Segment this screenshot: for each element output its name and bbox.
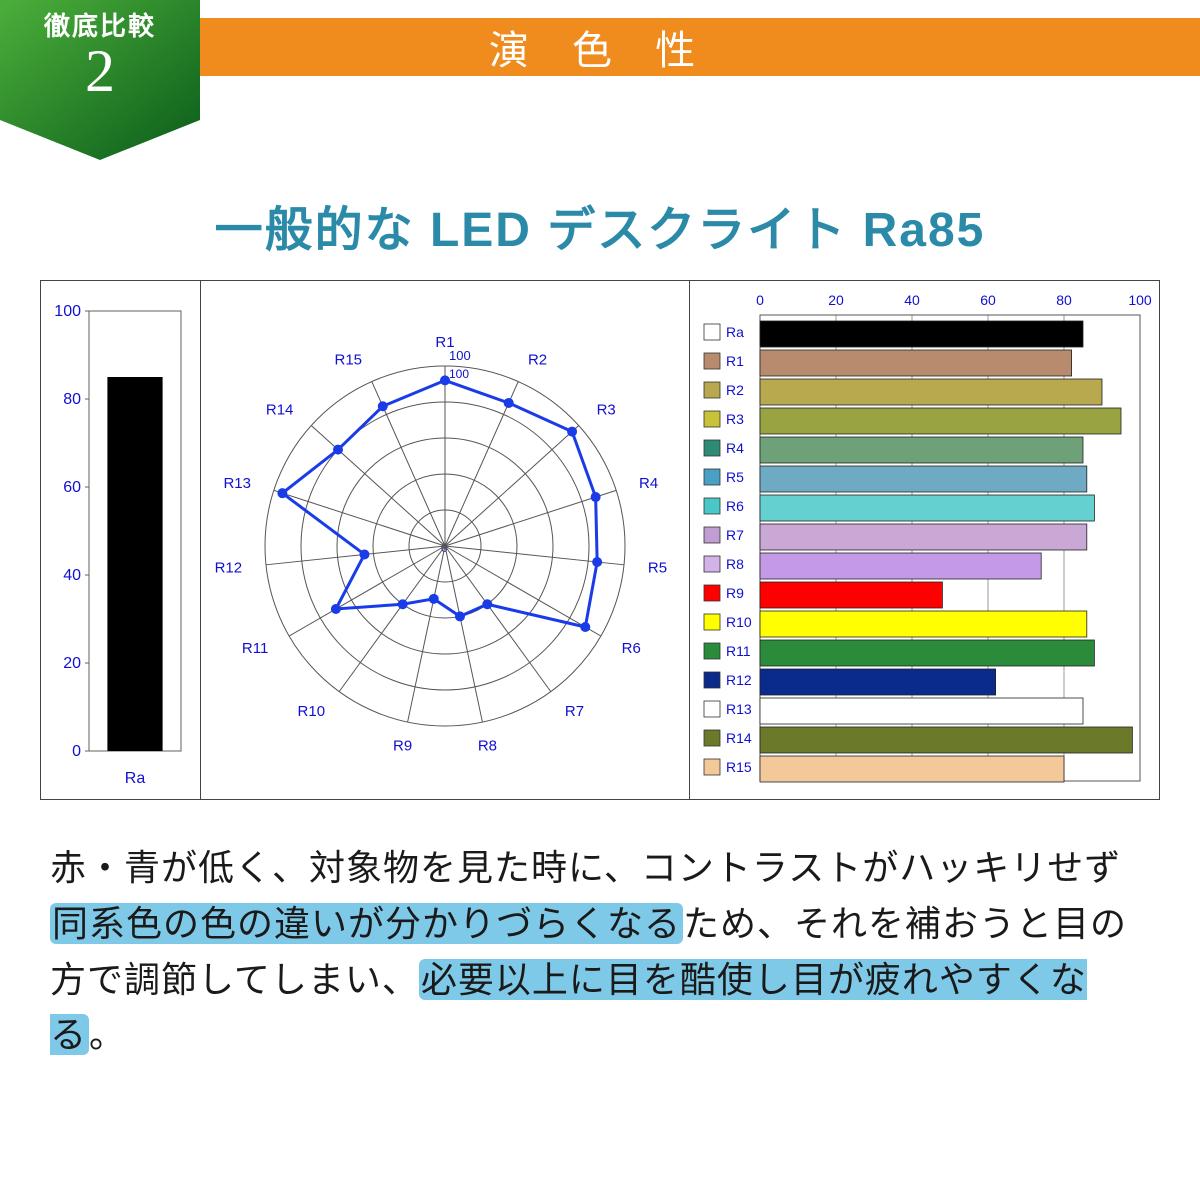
svg-text:R4: R4 <box>639 475 658 492</box>
svg-text:60: 60 <box>63 479 81 496</box>
ra-bar-chart: 0 20 40 60 80 100 Ra <box>41 281 201 799</box>
svg-text:R15: R15 <box>334 352 362 369</box>
svg-text:Ra: Ra <box>726 324 744 340</box>
svg-text:R10: R10 <box>298 703 326 720</box>
svg-text:0: 0 <box>756 292 764 308</box>
svg-text:40: 40 <box>63 567 81 584</box>
svg-text:R2: R2 <box>528 352 547 369</box>
svg-text:R5: R5 <box>648 559 667 576</box>
svg-text:R12: R12 <box>215 559 243 576</box>
svg-text:R1: R1 <box>435 334 454 351</box>
svg-text:100: 100 <box>1128 292 1152 308</box>
svg-text:R3: R3 <box>597 401 616 418</box>
svg-text:R1: R1 <box>726 353 744 369</box>
svg-text:R14: R14 <box>266 401 294 418</box>
svg-text:R12: R12 <box>726 672 752 688</box>
svg-text:R14: R14 <box>726 730 752 746</box>
body-seg: 赤・青が低く、対象物を見た時に、コントラストがハッキリせず <box>50 847 1121 888</box>
svg-text:R7: R7 <box>565 703 584 720</box>
svg-text:100: 100 <box>449 367 469 381</box>
section-subheading: 一般的な LED デスクライト Ra85 <box>0 190 1200 260</box>
svg-text:20: 20 <box>828 292 844 308</box>
svg-text:R8: R8 <box>726 556 744 572</box>
radar-chart: 1001000R1R2R3R4R5R6R7R8R9R10R11R12R13R14… <box>201 281 690 799</box>
svg-text:R15: R15 <box>726 759 752 775</box>
page-header: 演 色 性 徹底比較 2 <box>0 0 1200 90</box>
svg-text:R6: R6 <box>726 498 744 514</box>
description-text: 赤・青が低く、対象物を見た時に、コントラストがハッキリせず同系色の色の違いが分か… <box>50 840 1150 1063</box>
svg-text:R2: R2 <box>726 382 744 398</box>
svg-text:R9: R9 <box>726 585 744 601</box>
svg-text:0: 0 <box>72 743 81 760</box>
svg-text:80: 80 <box>63 391 81 408</box>
comparison-ribbon: 徹底比較 2 <box>0 0 220 160</box>
svg-text:80: 80 <box>1056 292 1072 308</box>
cri-bar-chart: 0 20 40 60 80 100 Ra R1 R2 R3 R4 R5 R6 R7 R8 R9 R10 R11 R1… <box>690 281 1160 799</box>
svg-text:R11: R11 <box>242 640 268 657</box>
svg-text:100: 100 <box>54 303 81 320</box>
svg-text:Ra: Ra <box>125 770 146 787</box>
svg-text:40: 40 <box>904 292 920 308</box>
svg-text:R8: R8 <box>478 738 497 755</box>
svg-text:60: 60 <box>980 292 996 308</box>
body-seg: 。 <box>89 1014 126 1055</box>
svg-text:R11: R11 <box>726 643 751 659</box>
svg-text:R10: R10 <box>726 614 752 630</box>
svg-text:R13: R13 <box>726 701 752 717</box>
svg-text:R13: R13 <box>223 475 251 492</box>
svg-text:R4: R4 <box>726 440 744 456</box>
banner-title: 演 色 性 <box>489 18 711 76</box>
svg-text:R9: R9 <box>393 738 412 755</box>
svg-text:R7: R7 <box>726 527 744 543</box>
svg-text:R6: R6 <box>622 640 641 657</box>
charts-row: 0 20 40 60 80 100 Ra 100 100 0 R1 R2 R3 R4 R5 R6 R7 R8 R9… <box>40 280 1160 800</box>
svg-text:R5: R5 <box>726 469 744 485</box>
svg-text:20: 20 <box>63 655 81 672</box>
svg-text:R3: R3 <box>726 411 744 427</box>
ribbon-line2: 2 <box>0 41 200 101</box>
body-highlight: 同系色の色の違いが分かりづらくなる <box>50 903 683 944</box>
